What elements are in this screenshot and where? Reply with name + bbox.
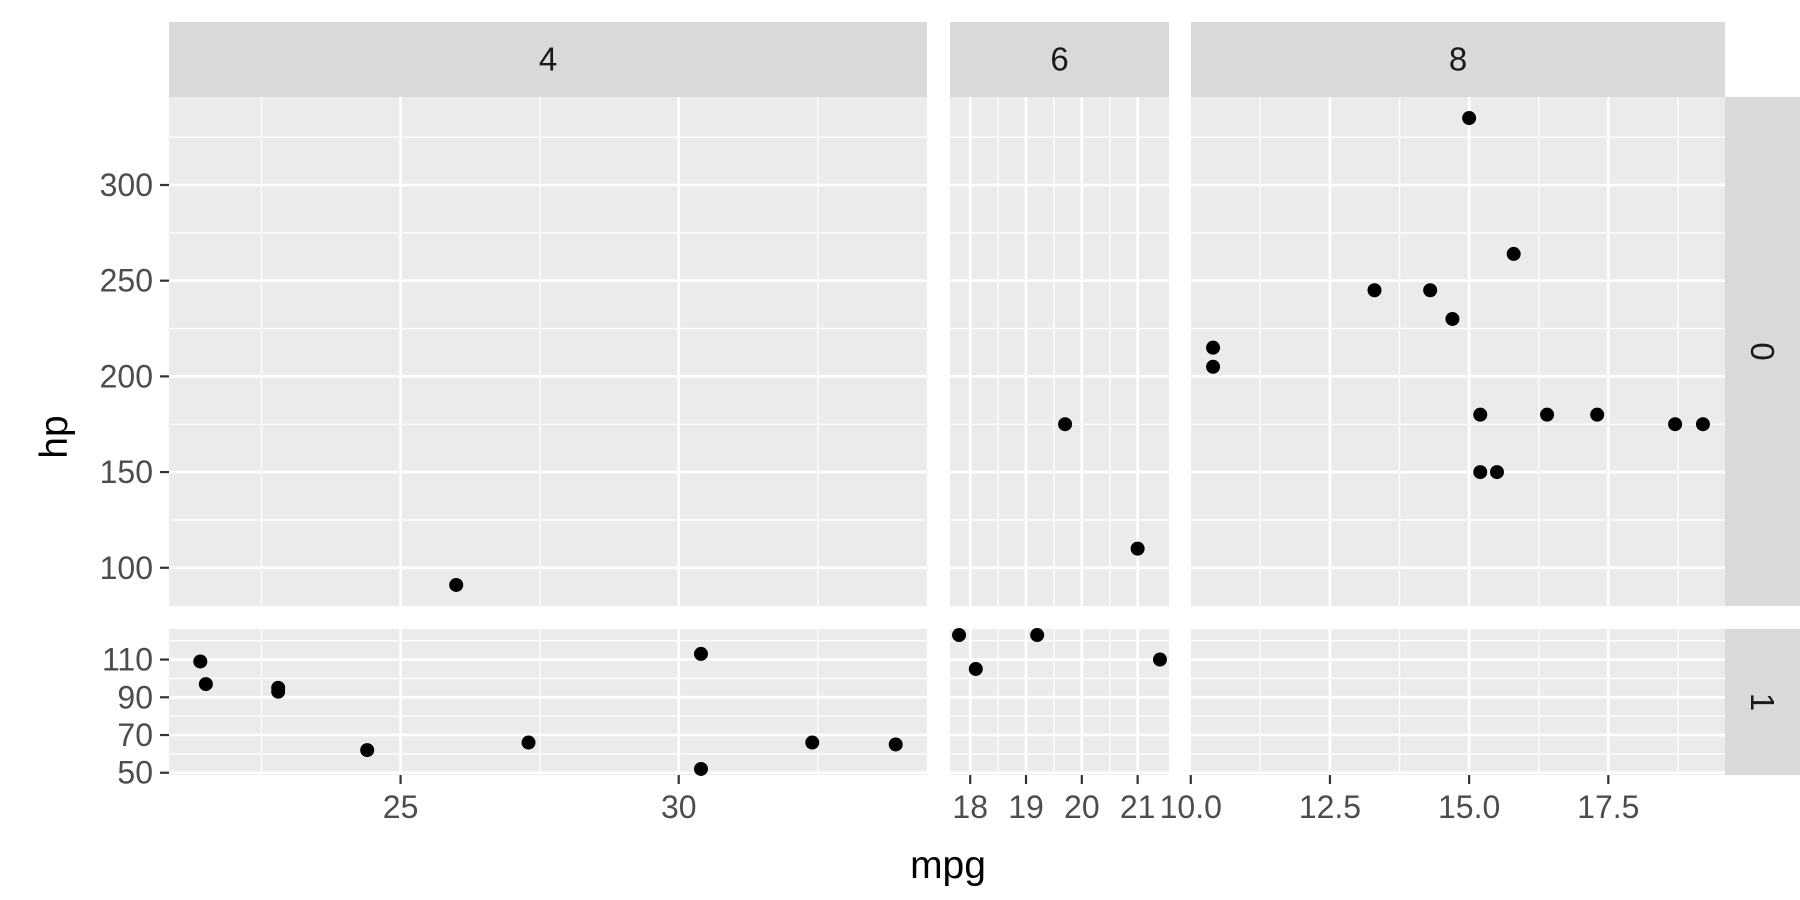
data-point [198, 677, 213, 692]
strip-background [1191, 22, 1725, 97]
x-axis-title: mpg [910, 844, 986, 887]
data-point [952, 628, 967, 643]
x-tick-label: 18 [952, 789, 988, 825]
data-point [1590, 407, 1605, 422]
data-point [1695, 417, 1710, 432]
points-layer [193, 111, 1710, 776]
x-tick-label: 30 [661, 789, 697, 825]
data-point [1030, 628, 1045, 643]
strip-background [1725, 97, 1800, 606]
x-tick-label: 17.5 [1577, 789, 1639, 825]
data-point [1423, 283, 1438, 298]
x-tick-label: 15.0 [1438, 789, 1500, 825]
facet-strip-col-6: 6 [950, 22, 1169, 97]
panel-background [950, 629, 1169, 775]
panel-1-1 [950, 629, 1169, 775]
panel-2-0 [1191, 97, 1725, 606]
data-point [1473, 465, 1488, 480]
y-tick-label: 200 [100, 358, 153, 394]
data-point [1367, 283, 1382, 298]
panels-layer [169, 97, 1725, 775]
y-tick-label: 90 [117, 679, 153, 715]
y-tick-label: 100 [100, 550, 153, 586]
strips-layer: 4 6 8 0 1 [169, 22, 1800, 775]
data-point [1540, 407, 1555, 422]
x-tick-label: 20 [1064, 789, 1100, 825]
y-tick-label: 70 [117, 717, 153, 753]
y-tick-label: 300 [100, 167, 153, 203]
x-tick-label: 12.5 [1299, 789, 1361, 825]
panel-2-1 [1191, 629, 1725, 775]
data-point [1445, 311, 1460, 326]
strip-label: 1 [1744, 693, 1781, 711]
y-tick-label: 50 [117, 755, 153, 791]
facet-strip-row-0: 0 [1725, 97, 1800, 606]
facet-strip-col-4: 4 [169, 22, 927, 97]
panel-background [1191, 629, 1725, 775]
data-point [521, 735, 536, 750]
panel-background [169, 629, 927, 775]
panel-background [1191, 97, 1725, 606]
panel-background [950, 97, 1169, 606]
y-axis-title: hp [33, 415, 76, 458]
data-point [968, 661, 983, 676]
facet-strip-row-1: 1 [1725, 629, 1800, 775]
data-point [888, 737, 903, 752]
data-point [693, 761, 708, 776]
data-point [693, 646, 708, 661]
data-point [360, 743, 375, 758]
data-point [271, 680, 286, 695]
y-tick-label: 150 [100, 454, 153, 490]
data-point [1668, 417, 1683, 432]
data-point [1152, 652, 1167, 667]
strip-label: 8 [1449, 41, 1467, 78]
y-tick-label: 250 [100, 263, 153, 299]
data-point [193, 654, 208, 669]
x-tick-label: 19 [1008, 789, 1044, 825]
data-point [1130, 541, 1145, 556]
data-point [1462, 111, 1477, 126]
strip-label: 4 [539, 41, 557, 78]
panel-0-1 [169, 629, 927, 775]
data-point [1206, 359, 1221, 374]
y-tick-label: 110 [102, 642, 153, 678]
x-tick-label: 21 [1120, 789, 1156, 825]
data-point [449, 577, 464, 592]
data-point [805, 735, 820, 750]
strip-background [169, 22, 927, 97]
facet-strip-col-8: 8 [1191, 22, 1725, 97]
data-point [1489, 465, 1504, 480]
strip-background [950, 22, 1169, 97]
strip-label: 0 [1744, 342, 1781, 360]
data-point [1206, 340, 1221, 355]
panel-0-0 [169, 97, 927, 606]
data-point [1058, 417, 1073, 432]
data-point [1473, 407, 1488, 422]
x-tick-label: 25 [383, 789, 419, 825]
panel-1-0 [950, 97, 1169, 606]
x-tick-label: 10.0 [1160, 789, 1222, 825]
data-point [1506, 246, 1521, 261]
panel-background [169, 97, 927, 606]
strip-background [1725, 629, 1800, 775]
strip-label: 6 [1050, 41, 1068, 78]
